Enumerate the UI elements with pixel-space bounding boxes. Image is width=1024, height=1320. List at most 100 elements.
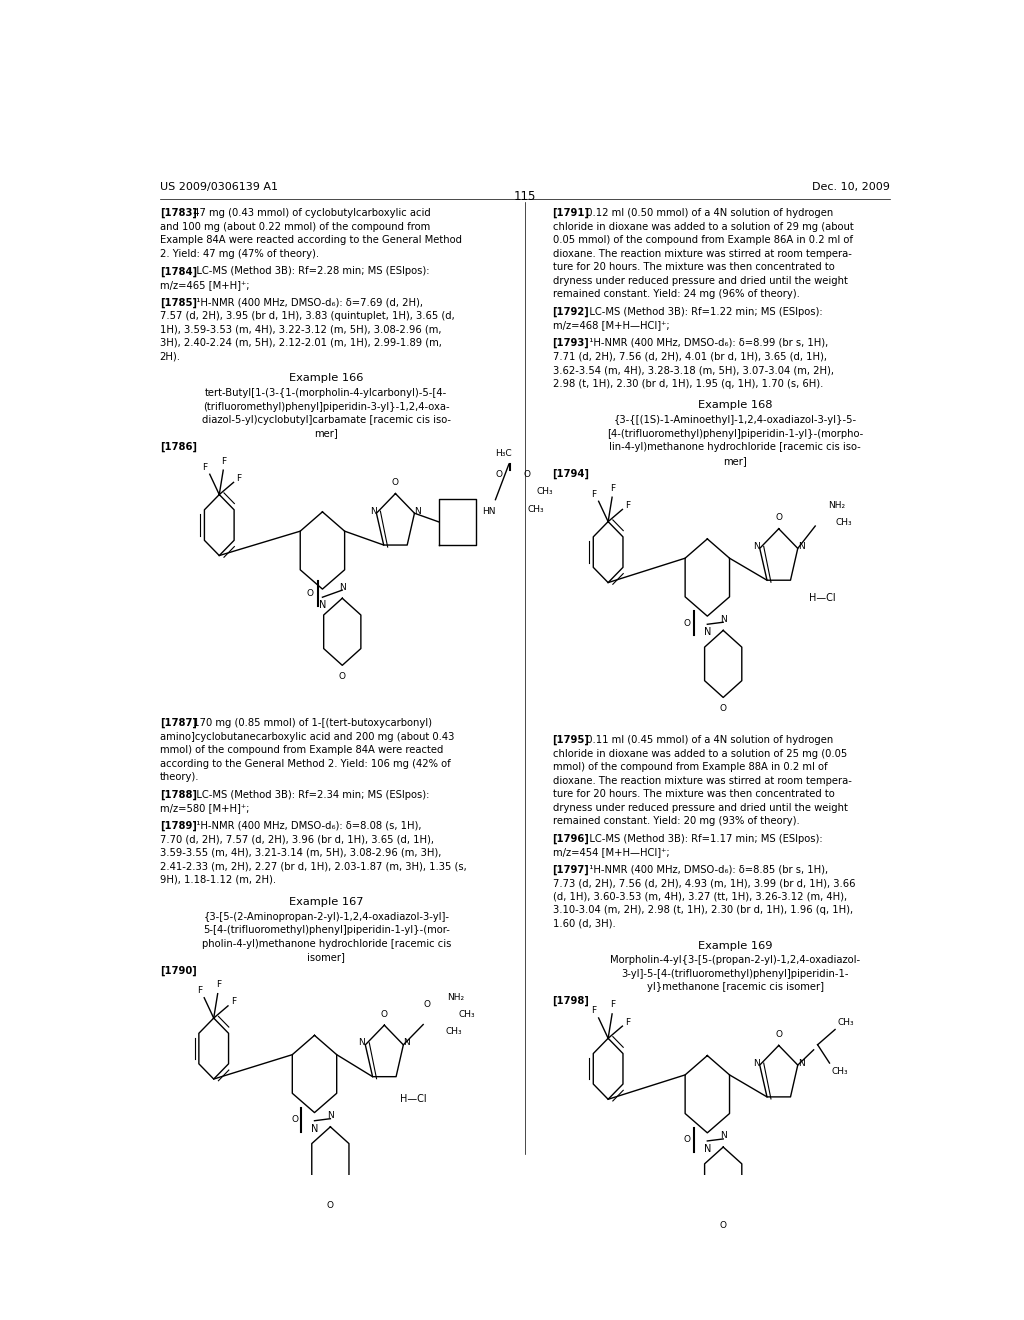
Text: N: N bbox=[753, 1059, 760, 1068]
Text: mer]: mer] bbox=[723, 455, 746, 466]
Text: [1798]: [1798] bbox=[553, 997, 590, 1006]
Text: 3-yl]-5-[4-(trifluoromethyl)phenyl]piperidin-1-: 3-yl]-5-[4-(trifluoromethyl)phenyl]piper… bbox=[622, 969, 849, 979]
Text: O: O bbox=[684, 1135, 691, 1144]
Text: 2.41-2.33 (m, 2H), 2.27 (br d, 1H), 2.03-1.87 (m, 3H), 1.35 (s,: 2.41-2.33 (m, 2H), 2.27 (br d, 1H), 2.03… bbox=[160, 862, 467, 871]
Text: amino]cyclobutanecarboxylic acid and 200 mg (about 0.43: amino]cyclobutanecarboxylic acid and 200… bbox=[160, 731, 454, 742]
Text: N: N bbox=[370, 507, 377, 516]
Text: 1H), 3.59-3.53 (m, 4H), 3.22-3.12 (m, 5H), 3.08-2.96 (m,: 1H), 3.59-3.53 (m, 4H), 3.22-3.12 (m, 5H… bbox=[160, 325, 441, 334]
Text: HN: HN bbox=[482, 507, 496, 516]
Text: F: F bbox=[237, 474, 242, 483]
Text: ture for 20 hours. The mixture was then concentrated to: ture for 20 hours. The mixture was then … bbox=[553, 789, 835, 799]
Text: [1794]: [1794] bbox=[553, 469, 590, 479]
Text: F: F bbox=[591, 490, 596, 499]
Text: chloride in dioxane was added to a solution of 29 mg (about: chloride in dioxane was added to a solut… bbox=[553, 222, 853, 232]
Text: lin-4-yl)methanone hydrochloride [racemic cis iso-: lin-4-yl)methanone hydrochloride [racemi… bbox=[609, 442, 861, 451]
Text: ture for 20 hours. The mixture was then concentrated to: ture for 20 hours. The mixture was then … bbox=[553, 263, 835, 272]
Text: CH₃: CH₃ bbox=[831, 1067, 849, 1076]
Text: 2H).: 2H). bbox=[160, 351, 181, 362]
Text: F: F bbox=[203, 462, 208, 471]
Text: [1784]: [1784] bbox=[160, 267, 197, 277]
Text: O: O bbox=[684, 619, 691, 628]
Text: O: O bbox=[775, 1030, 782, 1039]
Text: LC-MS (Method 3B): Rf=1.17 min; MS (ESIpos):: LC-MS (Method 3B): Rf=1.17 min; MS (ESIp… bbox=[581, 834, 823, 843]
Text: O: O bbox=[775, 513, 782, 521]
Text: 1.60 (d, 3H).: 1.60 (d, 3H). bbox=[553, 919, 615, 929]
Text: O: O bbox=[339, 672, 346, 681]
Text: O: O bbox=[306, 589, 313, 598]
Text: m/z=580 [M+H]⁺;: m/z=580 [M+H]⁺; bbox=[160, 804, 249, 813]
Text: isomer]: isomer] bbox=[307, 952, 345, 962]
Text: (trifluoromethyl)phenyl]piperidin-3-yl}-1,2,4-oxa-: (trifluoromethyl)phenyl]piperidin-3-yl}-… bbox=[203, 401, 450, 412]
Text: Example 168: Example 168 bbox=[697, 400, 772, 411]
Text: CH₃: CH₃ bbox=[445, 1027, 462, 1036]
Text: [1788]: [1788] bbox=[160, 789, 197, 800]
Text: 3.59-3.55 (m, 4H), 3.21-3.14 (m, 5H), 3.08-2.96 (m, 3H),: 3.59-3.55 (m, 4H), 3.21-3.14 (m, 5H), 3.… bbox=[160, 847, 441, 858]
Text: O: O bbox=[523, 470, 530, 479]
Text: 7.57 (d, 2H), 3.95 (br d, 1H), 3.83 (quintuplet, 1H), 3.65 (d,: 7.57 (d, 2H), 3.95 (br d, 1H), 3.83 (qui… bbox=[160, 312, 455, 321]
Text: LC-MS (Method 3B): Rf=2.28 min; MS (ESIpos):: LC-MS (Method 3B): Rf=2.28 min; MS (ESIp… bbox=[187, 267, 430, 276]
Text: [1785]: [1785] bbox=[160, 297, 197, 308]
Text: 2.98 (t, 1H), 2.30 (br d, 1H), 1.95 (q, 1H), 1.70 (s, 6H).: 2.98 (t, 1H), 2.30 (br d, 1H), 1.95 (q, … bbox=[553, 379, 823, 388]
Text: 0.11 ml (0.45 mmol) of a 4N solution of hydrogen: 0.11 ml (0.45 mmol) of a 4N solution of … bbox=[581, 735, 834, 744]
Text: CH₃: CH₃ bbox=[836, 519, 853, 528]
Text: H₃C: H₃C bbox=[495, 449, 512, 458]
Text: O: O bbox=[424, 999, 431, 1008]
Text: 0.05 mmol) of the compound from Example 86A in 0.2 ml of: 0.05 mmol) of the compound from Example … bbox=[553, 235, 853, 246]
Text: N: N bbox=[327, 1111, 334, 1121]
Text: CH₃: CH₃ bbox=[838, 1018, 854, 1027]
Text: Dec. 10, 2009: Dec. 10, 2009 bbox=[812, 182, 890, 191]
Text: CH₃: CH₃ bbox=[527, 506, 544, 515]
Text: yl}methanone [racemic cis isomer]: yl}methanone [racemic cis isomer] bbox=[646, 982, 823, 993]
Text: N: N bbox=[798, 541, 805, 550]
Text: [1789]: [1789] bbox=[160, 821, 197, 832]
Text: ¹H-NMR (400 MHz, DMSO-d₆): δ=7.69 (d, 2H),: ¹H-NMR (400 MHz, DMSO-d₆): δ=7.69 (d, 2H… bbox=[187, 297, 423, 308]
Text: 7.71 (d, 2H), 7.56 (d, 2H), 4.01 (br d, 1H), 3.65 (d, 1H),: 7.71 (d, 2H), 7.56 (d, 2H), 4.01 (br d, … bbox=[553, 351, 826, 362]
Text: 115: 115 bbox=[514, 190, 536, 203]
Text: N: N bbox=[311, 1123, 318, 1134]
Text: diazol-5-yl)cyclobutyl]carbamate [racemic cis iso-: diazol-5-yl)cyclobutyl]carbamate [racemi… bbox=[202, 414, 451, 425]
Text: Example 169: Example 169 bbox=[697, 941, 772, 950]
Text: 7.70 (d, 2H), 7.57 (d, 2H), 3.96 (br d, 1H), 3.65 (d, 1H),: 7.70 (d, 2H), 7.57 (d, 2H), 3.96 (br d, … bbox=[160, 834, 434, 845]
Text: 170 mg (0.85 mmol) of 1-[(tert-butoxycarbonyl): 170 mg (0.85 mmol) of 1-[(tert-butoxycar… bbox=[187, 718, 432, 729]
Text: [1797]: [1797] bbox=[553, 865, 590, 875]
Text: N: N bbox=[703, 627, 711, 638]
Text: (d, 1H), 3.60-3.53 (m, 4H), 3.27 (tt, 1H), 3.26-3.12 (m, 4H),: (d, 1H), 3.60-3.53 (m, 4H), 3.27 (tt, 1H… bbox=[553, 892, 847, 902]
Text: 0.12 ml (0.50 mmol) of a 4N solution of hydrogen: 0.12 ml (0.50 mmol) of a 4N solution of … bbox=[581, 209, 834, 218]
Text: and 100 mg (about 0.22 mmol) of the compound from: and 100 mg (about 0.22 mmol) of the comp… bbox=[160, 222, 430, 232]
Text: [1786]: [1786] bbox=[160, 442, 197, 453]
Text: F: F bbox=[610, 1001, 615, 1010]
Text: ¹H-NMR (400 MHz, DMSO-d₆): δ=8.99 (br s, 1H),: ¹H-NMR (400 MHz, DMSO-d₆): δ=8.99 (br s,… bbox=[581, 338, 828, 348]
Text: F: F bbox=[231, 998, 237, 1006]
Text: O: O bbox=[392, 478, 399, 487]
Text: Example 84A were reacted according to the General Method: Example 84A were reacted according to th… bbox=[160, 235, 462, 246]
Text: N: N bbox=[403, 1039, 410, 1047]
Text: N: N bbox=[358, 1039, 366, 1047]
Text: NH₂: NH₂ bbox=[828, 502, 845, 511]
Text: N: N bbox=[753, 541, 760, 550]
Text: Morpholin-4-yl{3-[5-(propan-2-yl)-1,2,4-oxadiazol-: Morpholin-4-yl{3-[5-(propan-2-yl)-1,2,4-… bbox=[610, 956, 860, 965]
Text: N: N bbox=[798, 1059, 805, 1068]
Text: F: F bbox=[221, 457, 226, 466]
Text: theory).: theory). bbox=[160, 772, 200, 783]
Text: CH₃: CH₃ bbox=[537, 487, 553, 496]
Text: Example 167: Example 167 bbox=[289, 896, 364, 907]
Text: H—Cl: H—Cl bbox=[809, 593, 836, 603]
Text: mer]: mer] bbox=[314, 429, 338, 438]
Text: O: O bbox=[496, 470, 503, 479]
Text: F: F bbox=[626, 1018, 631, 1027]
Text: 7.73 (d, 2H), 7.56 (d, 2H), 4.93 (m, 1H), 3.99 (br d, 1H), 3.66: 7.73 (d, 2H), 7.56 (d, 2H), 4.93 (m, 1H)… bbox=[553, 878, 855, 888]
Text: O: O bbox=[381, 1010, 388, 1019]
Text: O: O bbox=[720, 1221, 727, 1230]
Text: F: F bbox=[197, 986, 202, 995]
Text: mmol) of the compound from Example 84A were reacted: mmol) of the compound from Example 84A w… bbox=[160, 746, 443, 755]
Text: {3-{[(1S)-1-Aminoethyl]-1,2,4-oxadiazol-3-yl}-5-: {3-{[(1S)-1-Aminoethyl]-1,2,4-oxadiazol-… bbox=[613, 414, 857, 425]
Text: O: O bbox=[720, 704, 727, 713]
Text: [1783]: [1783] bbox=[160, 209, 197, 219]
Text: F: F bbox=[216, 979, 221, 989]
Text: N: N bbox=[703, 1144, 711, 1154]
Text: O: O bbox=[327, 1201, 334, 1209]
Text: N: N bbox=[720, 1131, 727, 1140]
Text: 5-[4-(trifluoromethyl)phenyl]piperidin-1-yl}-(mor-: 5-[4-(trifluoromethyl)phenyl]piperidin-1… bbox=[203, 925, 450, 935]
Text: [1795]: [1795] bbox=[553, 735, 590, 746]
Text: ¹H-NMR (400 MHz, DMSO-d₆): δ=8.08 (s, 1H),: ¹H-NMR (400 MHz, DMSO-d₆): δ=8.08 (s, 1H… bbox=[187, 821, 422, 830]
